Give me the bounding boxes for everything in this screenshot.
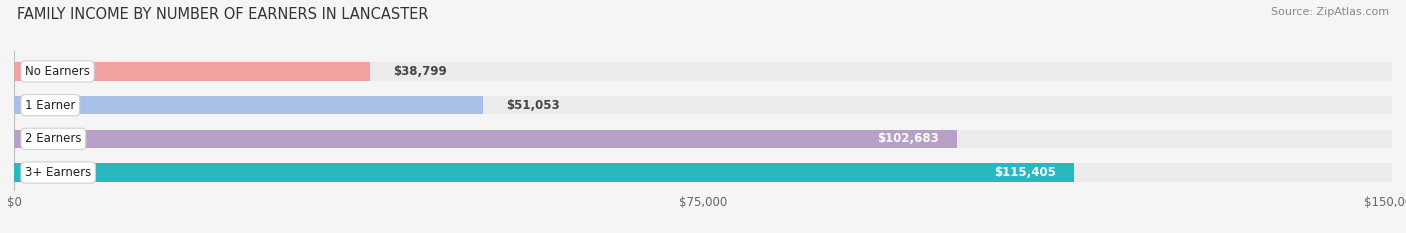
Text: 2 Earners: 2 Earners (25, 132, 82, 145)
Text: $38,799: $38,799 (394, 65, 447, 78)
Text: FAMILY INCOME BY NUMBER OF EARNERS IN LANCASTER: FAMILY INCOME BY NUMBER OF EARNERS IN LA… (17, 7, 429, 22)
Bar (14, 163, 1074, 182)
Bar (14, 96, 484, 114)
Text: $51,053: $51,053 (506, 99, 560, 112)
Text: Source: ZipAtlas.com: Source: ZipAtlas.com (1271, 7, 1389, 17)
Bar (14, 62, 1392, 81)
Bar (14, 130, 1392, 148)
Text: 1 Earner: 1 Earner (25, 99, 76, 112)
Text: $115,405: $115,405 (994, 166, 1056, 179)
Text: No Earners: No Earners (25, 65, 90, 78)
Bar (14, 130, 957, 148)
Bar (14, 163, 1392, 182)
Text: $102,683: $102,683 (877, 132, 939, 145)
Bar (14, 62, 370, 81)
Bar (14, 96, 1392, 114)
Text: 3+ Earners: 3+ Earners (25, 166, 91, 179)
